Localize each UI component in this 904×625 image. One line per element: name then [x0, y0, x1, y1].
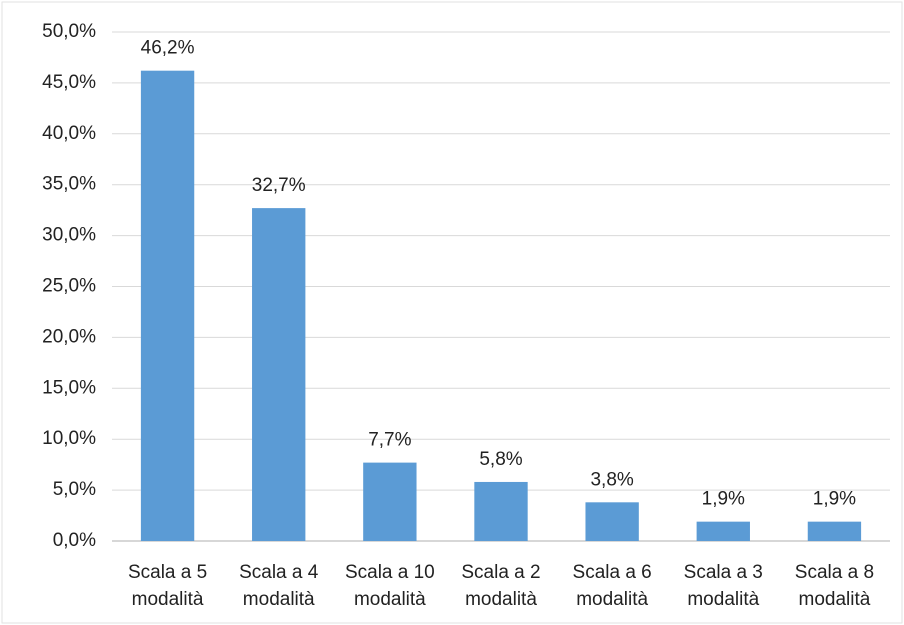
y-tick-label: 30,0%	[42, 225, 96, 246]
value-label: 7,7%	[368, 430, 411, 451]
y-tick-label: 10,0%	[42, 428, 96, 449]
x-tick-label: Scala a 2 modalità	[461, 562, 540, 610]
y-tick-label: 40,0%	[42, 123, 96, 144]
y-tick-label: 5,0%	[53, 479, 96, 500]
x-tick-label: Scala a 4 modalità	[239, 562, 319, 610]
x-tick-label: Scala a 6 modalità	[573, 562, 652, 610]
x-tick-line: Scala a 10	[345, 562, 435, 583]
bar	[807, 521, 862, 541]
x-tick-line: modalità	[465, 589, 537, 610]
x-tick-label: Scala a 5 modalità	[128, 562, 207, 610]
bar	[252, 208, 306, 541]
x-tick-line: modalità	[799, 589, 871, 610]
value-label: 46,2%	[141, 38, 195, 59]
x-tick-line: Scala a 3	[684, 562, 763, 583]
x-tick-line: Scala a 6	[573, 562, 652, 583]
bar	[474, 481, 528, 541]
x-tick-line: modalità	[576, 589, 648, 610]
x-tick-line: Scala a 8	[795, 562, 874, 583]
value-label: 3,8%	[590, 469, 633, 490]
x-tick-line: Scala a 5	[128, 562, 207, 583]
y-tick-label: 15,0%	[42, 377, 96, 398]
x-tick-line: Scala a 2	[461, 562, 540, 583]
x-tick-line: modalità	[243, 589, 315, 610]
x-tick-label: Scala a 8 modalità	[795, 562, 874, 610]
y-tick-label: 45,0%	[42, 72, 96, 93]
x-tick-line: modalità	[132, 589, 204, 610]
y-tick-label: 50,0%	[42, 21, 96, 42]
x-tick-line: modalità	[687, 589, 759, 610]
x-tick-line: Scala a 4	[239, 562, 319, 583]
y-tick-label: 20,0%	[42, 326, 96, 347]
bar	[585, 502, 639, 541]
x-tick-line: modalità	[354, 589, 426, 610]
y-tick-label: 0,0%	[53, 530, 96, 551]
bar	[696, 521, 750, 541]
x-tick-label: Scala a 10 modalità	[345, 562, 435, 610]
value-label: 32,7%	[252, 175, 306, 196]
value-label: 1,9%	[813, 489, 856, 510]
y-tick-label: 35,0%	[42, 174, 96, 195]
y-tick-label: 25,0%	[42, 276, 96, 297]
x-tick-label: Scala a 3 modalità	[684, 562, 763, 610]
value-label: 5,8%	[479, 449, 522, 470]
bar	[363, 462, 417, 541]
bar	[140, 70, 195, 542]
value-label: 1,9%	[702, 489, 745, 510]
